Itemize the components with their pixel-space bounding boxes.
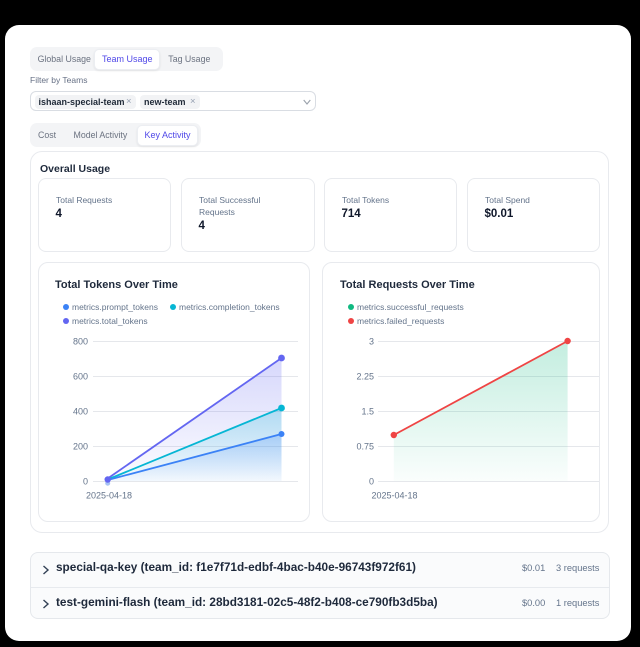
svg-text:3: 3 bbox=[369, 337, 374, 347]
svg-text:200: 200 bbox=[73, 442, 88, 452]
svg-text:2025-04-18: 2025-04-18 bbox=[371, 491, 417, 501]
svg-text:1.5: 1.5 bbox=[361, 407, 374, 417]
svg-text:2025-04-18: 2025-04-18 bbox=[86, 491, 132, 501]
svg-text:800: 800 bbox=[73, 337, 88, 347]
svg-text:0: 0 bbox=[83, 477, 88, 487]
svg-text:400: 400 bbox=[73, 407, 88, 417]
svg-text:0: 0 bbox=[369, 477, 374, 487]
svg-text:2.25: 2.25 bbox=[356, 372, 374, 382]
svg-text:0.75: 0.75 bbox=[356, 442, 374, 452]
svg-text:600: 600 bbox=[73, 372, 88, 382]
